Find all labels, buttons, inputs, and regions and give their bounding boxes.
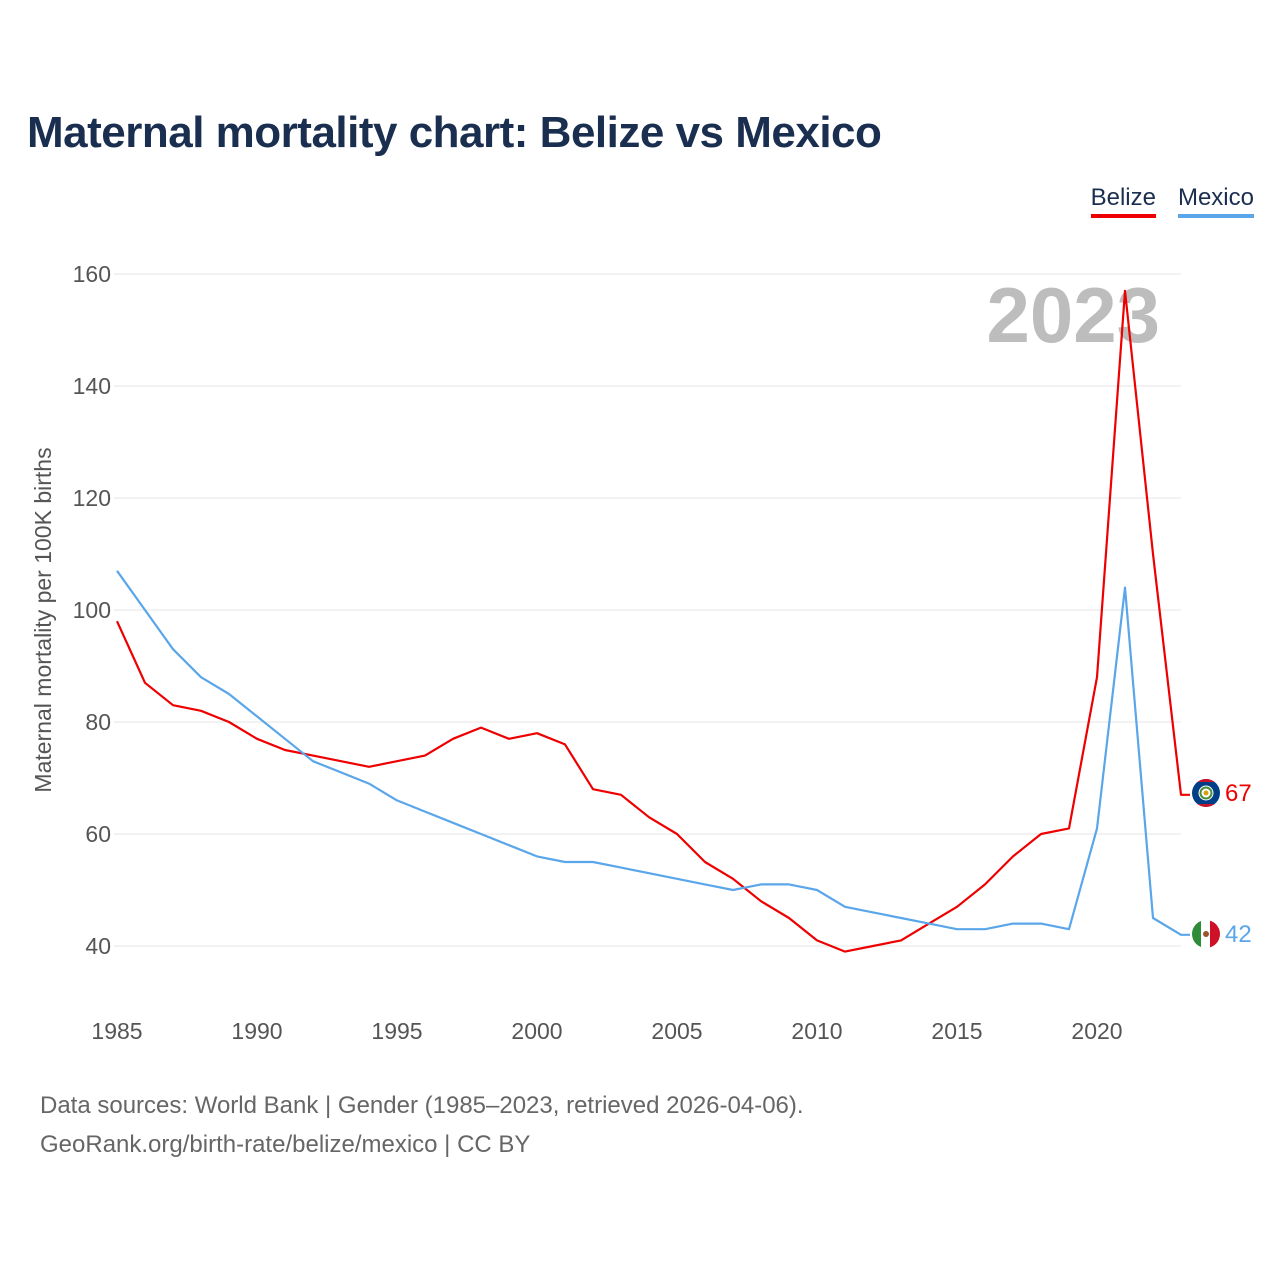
x-tick-label: 2000 — [511, 1018, 562, 1044]
series-line-mexico[interactable] — [116, 570, 1190, 936]
x-tick-label: 1990 — [231, 1018, 282, 1044]
end-label-mexico: 42 — [1225, 921, 1252, 948]
belize-flag-icon — [1192, 779, 1220, 807]
footer: Data sources: World Bank | Gender (1985–… — [40, 1086, 804, 1164]
mexico-flag-icon — [1192, 920, 1220, 948]
chart-title: Maternal mortality chart: Belize vs Mexi… — [27, 108, 882, 157]
legend-item-belize[interactable]: Belize — [1090, 184, 1156, 218]
series-line-belize[interactable] — [115, 289, 1190, 953]
series-lines — [115, 289, 1190, 953]
x-tick-label: 2015 — [931, 1018, 982, 1044]
grid — [114, 273, 1181, 947]
x-tick-label: 1985 — [91, 1018, 142, 1044]
y-tick-label: 120 — [73, 485, 111, 511]
x-axis-ticks: 1985 1990 1995 2000 2005 2010 2015 2020 — [91, 1018, 1122, 1044]
data-source-note: Data sources: World Bank | Gender (1985–… — [40, 1092, 804, 1119]
x-tick-label: 2010 — [791, 1018, 842, 1044]
y-tick-label: 140 — [73, 373, 111, 399]
x-tick-label: 2005 — [651, 1018, 702, 1044]
legend: Belize Mexico — [1090, 184, 1254, 218]
y-tick-label: 100 — [73, 597, 111, 623]
x-tick-label: 2020 — [1071, 1018, 1122, 1044]
line-chart: 40 60 80 100 120 140 160 1985 1990 1995 2000 2005 2… — [30, 261, 1252, 1044]
year-watermark: 2023 — [986, 271, 1160, 359]
y-axis-label: Maternal mortality per 100K births — [30, 447, 56, 792]
y-tick-label: 60 — [85, 821, 111, 847]
x-tick-label: 1995 — [371, 1018, 422, 1044]
y-tick-label: 40 — [85, 933, 111, 959]
legend-item-mexico[interactable]: Mexico — [1177, 184, 1254, 218]
y-tick-label: 80 — [85, 709, 111, 735]
y-tick-label: 160 — [73, 261, 111, 287]
y-axis-ticks: 40 60 80 100 120 140 160 — [73, 261, 111, 959]
source-url[interactable]: GeoRank.org/birth-rate/belize/mexico | C… — [40, 1131, 531, 1158]
end-label-belize: 67 — [1225, 780, 1252, 807]
